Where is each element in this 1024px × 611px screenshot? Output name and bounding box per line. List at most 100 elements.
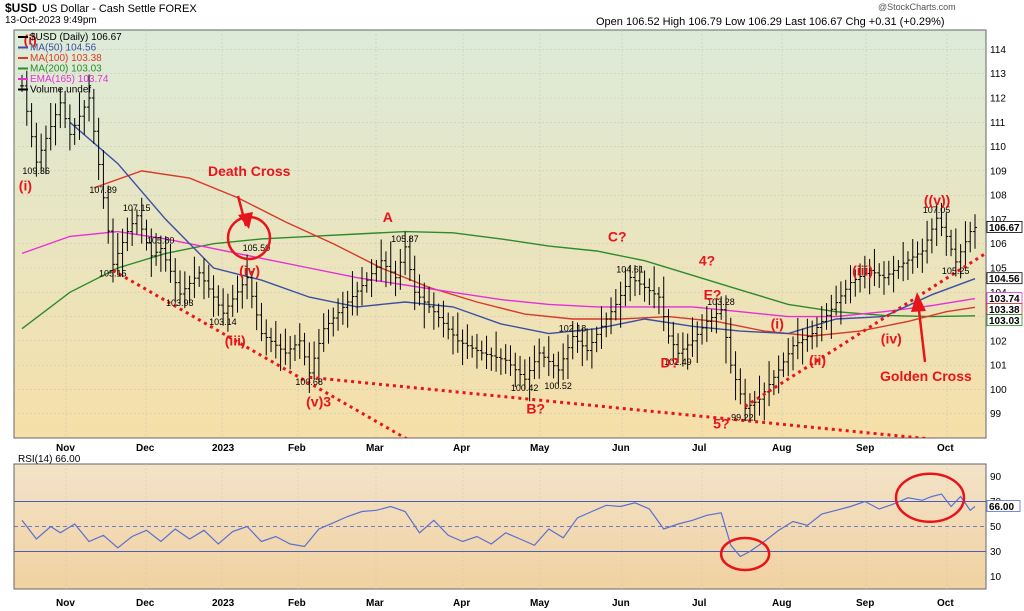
chart-symbol: $USD (5, 1, 38, 15)
price-point-label: 102.18 (559, 323, 587, 333)
price-x-tick-label: Aug (772, 443, 791, 454)
rsi-gridlines (14, 500, 986, 553)
rsi-overbought-circle (894, 472, 966, 523)
price-x-tick-label: Jul (692, 443, 707, 454)
price-point-label: 103.93 (166, 298, 194, 308)
rsi-x-axis: Nov Dec 2023 Feb Mar Apr May Jun Jul Aug Sep Oct (56, 598, 954, 609)
price-x-tick-label: Apr (453, 443, 470, 454)
rsi-x-tick-label: Jul (692, 598, 707, 609)
wave-count-label: (v)3 (306, 393, 331, 409)
last-value-box (986, 314, 1023, 327)
price-x-tick-label: May (530, 443, 550, 454)
wave-labels: (i) (i) (iii) (iv) (v)3 A B? C? 4? E? D? 5? (i) (ii) (… (19, 32, 951, 432)
rsi-last-value-label: 66.00 (989, 502, 1014, 513)
price-y-tick-label: 105 (990, 264, 1007, 275)
last-value-label: 103.03 (989, 316, 1020, 327)
last-value-label: 106.67 (989, 223, 1020, 234)
price-point-label: 100.68 (295, 377, 323, 387)
rsi-annotations (719, 472, 966, 572)
price-point-label: 104.61 (616, 264, 644, 274)
last-value-label: 103.74 (989, 294, 1020, 305)
rsi-y-axis: 1030507090 (990, 472, 1002, 583)
price-y-tick-label: 108 (990, 191, 1007, 202)
rsi-x-tick-label: Sep (856, 598, 874, 609)
rsi-x-tick-label: Oct (937, 598, 954, 609)
price-x-tick-label: 2023 (212, 443, 235, 454)
trendlines (112, 251, 986, 438)
price-x-axis: Nov Dec 2023 Feb Mar Apr May Jun Jul Aug Sep Oct (56, 443, 954, 454)
wave-count-label: C? (608, 228, 627, 244)
price-y-tick-label: 114 (990, 45, 1006, 56)
last-value-label: 103.38 (989, 305, 1020, 316)
ema165-line (21, 230, 976, 318)
death-cross-circle (226, 215, 272, 261)
price-y-tick-label: 99 (990, 409, 1002, 420)
wave-count-label: (ii) (809, 352, 826, 368)
wave-count-label: ((v)) (924, 192, 950, 208)
rsi-last-value-box (986, 500, 1021, 512)
golden-cross-arrow (916, 301, 927, 363)
wave-count-label: (i) (24, 32, 37, 48)
price-gridlines (14, 30, 986, 589)
price-x-tick-label: Nov (56, 443, 75, 454)
price-y-tick-label: 102 (990, 336, 1007, 347)
wave-count-label: (i) (771, 316, 784, 332)
price-bars (20, 70, 977, 422)
death-cross-label: Death Cross (208, 163, 291, 179)
last-value-box (986, 272, 1023, 285)
wave-count-label: (i) (19, 177, 32, 193)
price-point-label: 107.89 (89, 185, 117, 195)
price-point-label: 101.49 (664, 357, 692, 367)
price-y-tick-label: 110 (990, 142, 1006, 153)
wave-count-label: E? (704, 287, 722, 303)
price-x-tick-label: Oct (937, 443, 954, 454)
price-point-label: 107.05 (923, 205, 951, 215)
wave-count-label: B? (526, 401, 545, 417)
price-x-tick-label: Dec (136, 443, 155, 454)
wave-count-label: (iv) (881, 330, 902, 346)
last-value-label: 104.56 (989, 274, 1020, 285)
price-point-labels: 109.36 107.89 105.15 107.15 105.80 103.93 103.… (22, 166, 969, 422)
price-point-label: 105.80 (147, 236, 175, 246)
legend-entry: MA(200) 103.03 (30, 64, 102, 75)
wave-count-label: 4? (699, 253, 715, 269)
price-point-label: 105.87 (391, 234, 419, 244)
price-x-tick-label: Jun (612, 443, 630, 454)
ohlc-readout: Open 106.52 High 106.79 Low 106.29 Last … (596, 16, 945, 28)
rsi-title: RSI(14) 66.00 (18, 454, 81, 465)
rsi-x-tick-label: Nov (56, 598, 75, 609)
price-y-tick-label: 106 (990, 239, 1007, 250)
price-point-label: 105.25 (942, 266, 970, 276)
wave-count-label: A (383, 209, 393, 225)
price-y-tick-label: 100 (990, 385, 1007, 396)
rsi-y-tick-label: 10 (990, 572, 1002, 583)
rsi-x-tick-label: Dec (136, 598, 155, 609)
golden-cross-arrowhead (911, 292, 926, 312)
rsi-x-tick-label: Aug (772, 598, 791, 609)
ma100-line (93, 170, 976, 337)
price-x-tick-label: Feb (288, 443, 306, 454)
rsi-y-tick-label: 90 (990, 472, 1002, 483)
price-y-tick-label: 109 (990, 166, 1007, 177)
rsi-y-tick-label: 50 (990, 522, 1002, 533)
rsi-oversold-circle (719, 536, 771, 572)
chart-datetime: 13-Oct-2023 9:49pm (5, 15, 97, 26)
price-point-label: 99.22 (731, 412, 754, 422)
price-point-label: 100.52 (544, 381, 572, 391)
price-point-label: 105.50 (243, 243, 271, 253)
price-point-label: 103.28 (707, 297, 735, 307)
annotations: Death Cross Golden Cross (208, 163, 972, 384)
uptrend-line (744, 251, 986, 408)
rsi-line (21, 493, 976, 558)
price-y-tick-label: 101 (990, 361, 1007, 372)
wave-count-label: 5? (713, 415, 729, 431)
price-point-label: 109.36 (22, 166, 50, 176)
rsi-x-tick-label: Feb (288, 598, 306, 609)
ma200-line (21, 230, 976, 330)
last-value-box (986, 221, 1023, 233)
watermark: @StockCharts.com (878, 2, 956, 12)
price-point-label: 100.42 (511, 383, 539, 393)
legend-entry: $USD (Daily) 106.67 (30, 32, 122, 43)
lower-support-line (309, 375, 936, 438)
